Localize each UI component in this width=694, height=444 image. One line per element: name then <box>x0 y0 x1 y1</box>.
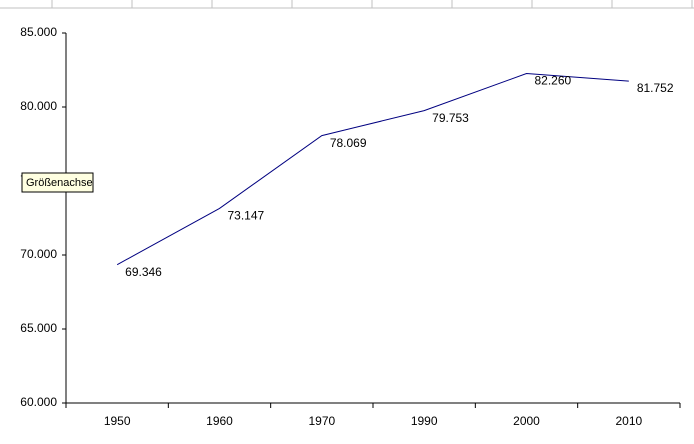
data-label: 79.753 <box>432 111 469 125</box>
y-tick-label: 60.000 <box>20 395 57 409</box>
x-tick-label: 1970 <box>308 414 335 428</box>
x-tick-label: 1960 <box>206 414 233 428</box>
data-label: 69.346 <box>125 265 162 279</box>
data-label: 73.147 <box>228 209 265 223</box>
x-tick-label: 1990 <box>411 414 438 428</box>
y-tick-label: 70.000 <box>20 247 57 261</box>
tooltip-box <box>21 172 94 193</box>
data-label: 82.260 <box>535 74 572 88</box>
tooltip-text: Größenachse <box>26 177 93 189</box>
x-tick-label: 1950 <box>104 414 131 428</box>
spreadsheet-header <box>0 0 694 9</box>
y-tick-label: 80.000 <box>20 99 57 113</box>
x-tick-label: 2010 <box>615 414 642 428</box>
y-tick-label: 85.000 <box>20 25 57 39</box>
data-label: 78.069 <box>330 136 367 150</box>
x-tick-label: 2000 <box>513 414 540 428</box>
line <box>116 73 629 266</box>
tooltip: Größenachse <box>21 172 94 193</box>
y-tick-label: 65.000 <box>20 321 57 335</box>
data-label: 81.752 <box>637 81 674 95</box>
